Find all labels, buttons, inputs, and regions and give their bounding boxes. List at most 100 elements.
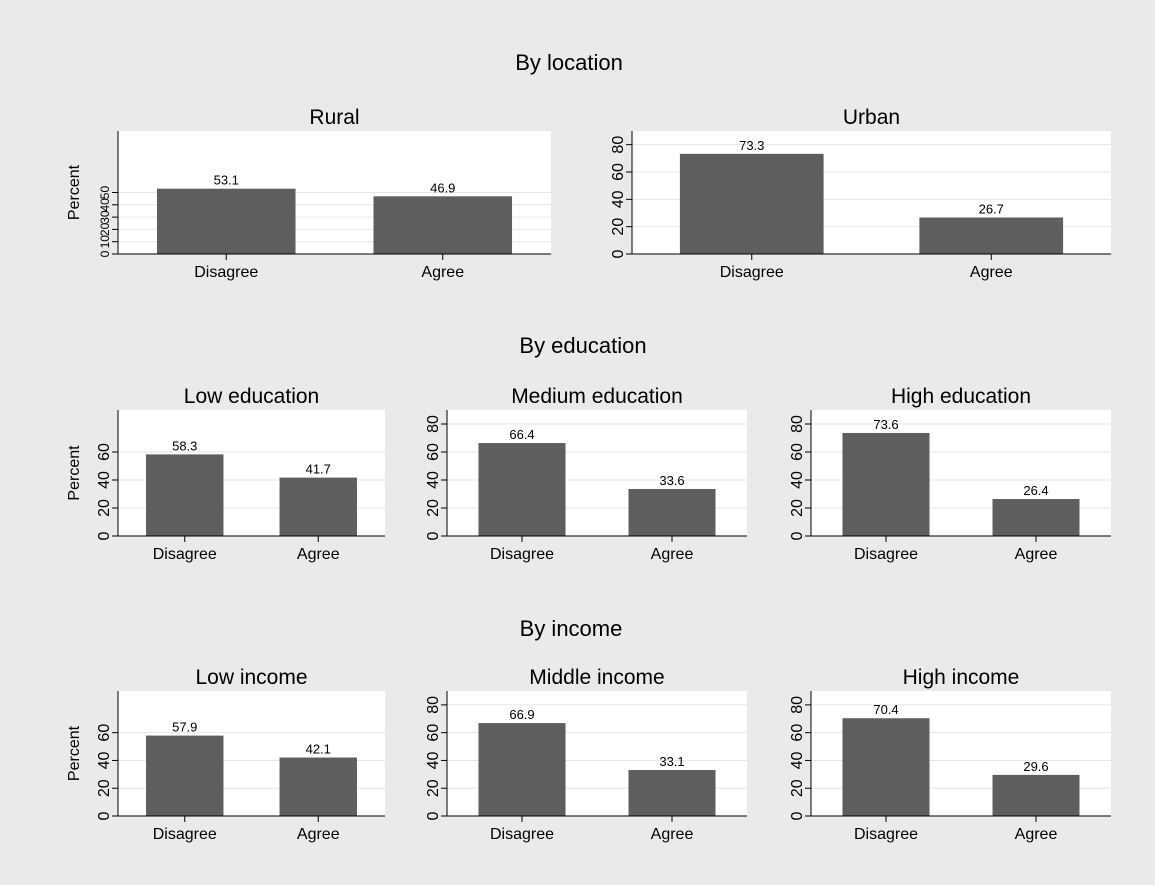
y-tick-label: 20 [425, 779, 442, 797]
chart-panel: 0 20 40 60 80 73.3 Disagree 26.7 Agree Urban [610, 106, 1111, 281]
x-tick-label: Agree [970, 264, 1013, 281]
bar-value-label: 57.9 [172, 720, 197, 735]
panel-title: Urban [843, 106, 900, 129]
bar-value-label: 29.6 [1023, 759, 1048, 774]
bar [842, 432, 930, 536]
bar [919, 217, 1064, 254]
y-tick-label: 60 [425, 724, 442, 742]
bar [156, 188, 296, 254]
y-axis-label: Percent [66, 445, 83, 501]
group-title-education: By education [519, 333, 646, 358]
y-tick-label: 40 [425, 751, 442, 769]
y-tick-label: 0 [98, 250, 112, 257]
bar-value-label: 33.1 [659, 754, 684, 769]
chart-panel: 0 20 40 60 80 66.9 Disagree 33.1 Agree Middle inc… [425, 666, 747, 843]
bar-value-label: 66.9 [509, 707, 534, 722]
y-tick-label: 30 [98, 210, 112, 224]
x-tick-label: Disagree [854, 826, 918, 843]
y-tick-label: 40 [98, 198, 112, 212]
y-tick-label: 0 [425, 531, 442, 540]
bar [279, 477, 357, 536]
group-title-location: By location [515, 50, 623, 75]
x-tick-label: Agree [651, 546, 694, 563]
panel-title: Rural [309, 106, 359, 129]
x-tick-label: Agree [297, 826, 340, 843]
chart-panels: 0102030405053.1Disagree46.9AgreeRuralPer… [66, 106, 1111, 843]
y-tick-label: 40 [610, 190, 627, 208]
bar [842, 718, 930, 816]
x-tick-label: Disagree [153, 826, 217, 843]
y-tick-label: 60 [789, 724, 806, 742]
panel-title: Medium education [511, 385, 683, 408]
bar-value-label: 26.7 [979, 202, 1004, 217]
bar-value-label: 46.9 [430, 180, 455, 195]
x-tick-label: Agree [1015, 546, 1058, 563]
y-tick-label: 40 [96, 751, 113, 769]
y-tick-label: 80 [425, 696, 442, 714]
y-tick-label: 10 [98, 235, 112, 249]
y-tick-label: 80 [610, 136, 627, 154]
x-tick-label: Agree [421, 264, 464, 281]
chart-panel: 0 20 40 60 80 66.4 Disagree 33.6 Agree Medium edu… [425, 385, 747, 563]
bar-value-label: 66.4 [509, 427, 534, 442]
bar-value-label: 33.6 [659, 473, 684, 488]
y-tick-label: 60 [96, 443, 113, 461]
bar-value-label: 58.3 [172, 438, 197, 453]
chart-panel: 0 20 40 60 80 73.6 Disagree 26.4 Agree High educa… [789, 385, 1111, 563]
panel-title: Middle income [529, 666, 664, 689]
bar-value-label: 73.3 [739, 138, 764, 153]
y-tick-label: 60 [425, 443, 442, 461]
y-tick-label: 20 [789, 499, 806, 517]
chart-panel: 0 20 40 60 80 70.4 Disagree 29.6 Agree High incom… [789, 666, 1111, 843]
y-tick-label: 20 [789, 779, 806, 797]
x-tick-label: Disagree [153, 546, 217, 563]
chart-panel: 0 20 40 60 57.9 Disagree 42.1 Agree Low income Pe… [66, 666, 385, 843]
y-tick-label: 0 [789, 531, 806, 540]
bar-value-label: 53.1 [214, 173, 239, 188]
y-tick-label: 50 [98, 186, 112, 200]
bar [992, 499, 1080, 536]
y-tick-label: 20 [425, 499, 442, 517]
bar [628, 770, 716, 816]
panel-title: Low education [184, 385, 319, 408]
x-tick-label: Agree [297, 546, 340, 563]
y-tick-label: 0 [96, 531, 113, 540]
y-axis-label: Percent [66, 164, 83, 220]
x-tick-label: Disagree [854, 546, 918, 563]
bar [478, 723, 566, 816]
y-tick-label: 0 [610, 249, 627, 258]
bar [146, 454, 224, 536]
bar [679, 153, 824, 254]
group-title-income: By income [520, 616, 623, 641]
y-tick-label: 20 [96, 779, 113, 797]
y-tick-label: 40 [789, 471, 806, 489]
y-tick-label: 20 [610, 218, 627, 236]
y-tick-label: 0 [425, 811, 442, 820]
y-tick-label: 80 [789, 415, 806, 433]
x-tick-label: Disagree [490, 826, 554, 843]
y-tick-label: 60 [789, 443, 806, 461]
y-tick-label: 0 [96, 811, 113, 820]
bar-value-label: 73.6 [873, 417, 898, 432]
bar-value-label: 42.1 [306, 742, 331, 757]
panel-title: High income [903, 666, 1020, 689]
y-axis-label: Percent [66, 725, 83, 781]
chart-panel: 0 20 40 60 58.3 Disagree 41.7 Agree Low educatio… [66, 385, 385, 563]
x-tick-label: Disagree [490, 546, 554, 563]
bar [373, 196, 513, 254]
bar-value-label: 26.4 [1023, 483, 1048, 498]
x-tick-label: Agree [651, 826, 694, 843]
y-tick-label: 0 [789, 811, 806, 820]
y-tick-label: 60 [96, 724, 113, 742]
y-tick-label: 40 [96, 471, 113, 489]
bar [279, 757, 357, 816]
bar-value-label: 70.4 [873, 702, 898, 717]
y-tick-label: 80 [425, 415, 442, 433]
x-tick-label: Agree [1015, 826, 1058, 843]
bar [478, 443, 566, 536]
y-tick-label: 80 [789, 696, 806, 714]
y-tick-label: 40 [425, 471, 442, 489]
bar [628, 488, 716, 536]
